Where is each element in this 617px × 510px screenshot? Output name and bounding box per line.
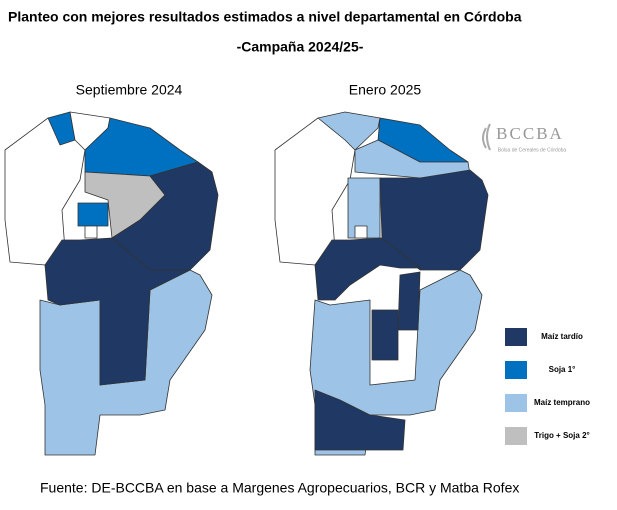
department: [354, 225, 368, 239]
legend-label: Soja 1°: [549, 365, 576, 374]
legend-swatch: [505, 328, 527, 346]
logo-subtitle: Bolsa de Cereales de Córdoba: [498, 147, 567, 153]
department: [77, 202, 109, 227]
department: [84, 225, 98, 239]
map-septiembre: [4, 111, 219, 456]
department: [317, 111, 381, 151]
legend-swatch: [505, 394, 527, 412]
legend-swatch: [505, 361, 527, 379]
legend-swatch: [505, 427, 527, 445]
legend-label: Maíz tardío: [541, 332, 583, 341]
map-enero: [274, 111, 489, 456]
title: Planteo con mejores resultados estimados…: [8, 9, 522, 25]
department: [314, 389, 406, 451]
logo: BCCBA Bolsa de Cereales de Córdoba: [482, 123, 567, 153]
department: [44, 237, 191, 386]
logo-icon: [482, 123, 491, 151]
subtitle: -Campaña 2024/25-: [237, 39, 364, 55]
department: [354, 139, 471, 179]
logo-name: BCCBA: [496, 124, 564, 143]
source: Fuente: DE-BCCBA en base a Margenes Agro…: [40, 480, 519, 496]
legend-label: Maíz temprano: [534, 398, 590, 407]
department: [314, 237, 421, 301]
legend-label: Trigo + Soja 2°: [534, 431, 589, 440]
legend: Maíz tardío Soja 1° Maíz temprano Trigo + S…: [505, 328, 590, 445]
map-title: Septiembre 2024: [76, 82, 183, 98]
department: [371, 309, 399, 361]
department: [397, 271, 421, 331]
map-title: Enero 2025: [349, 82, 422, 98]
